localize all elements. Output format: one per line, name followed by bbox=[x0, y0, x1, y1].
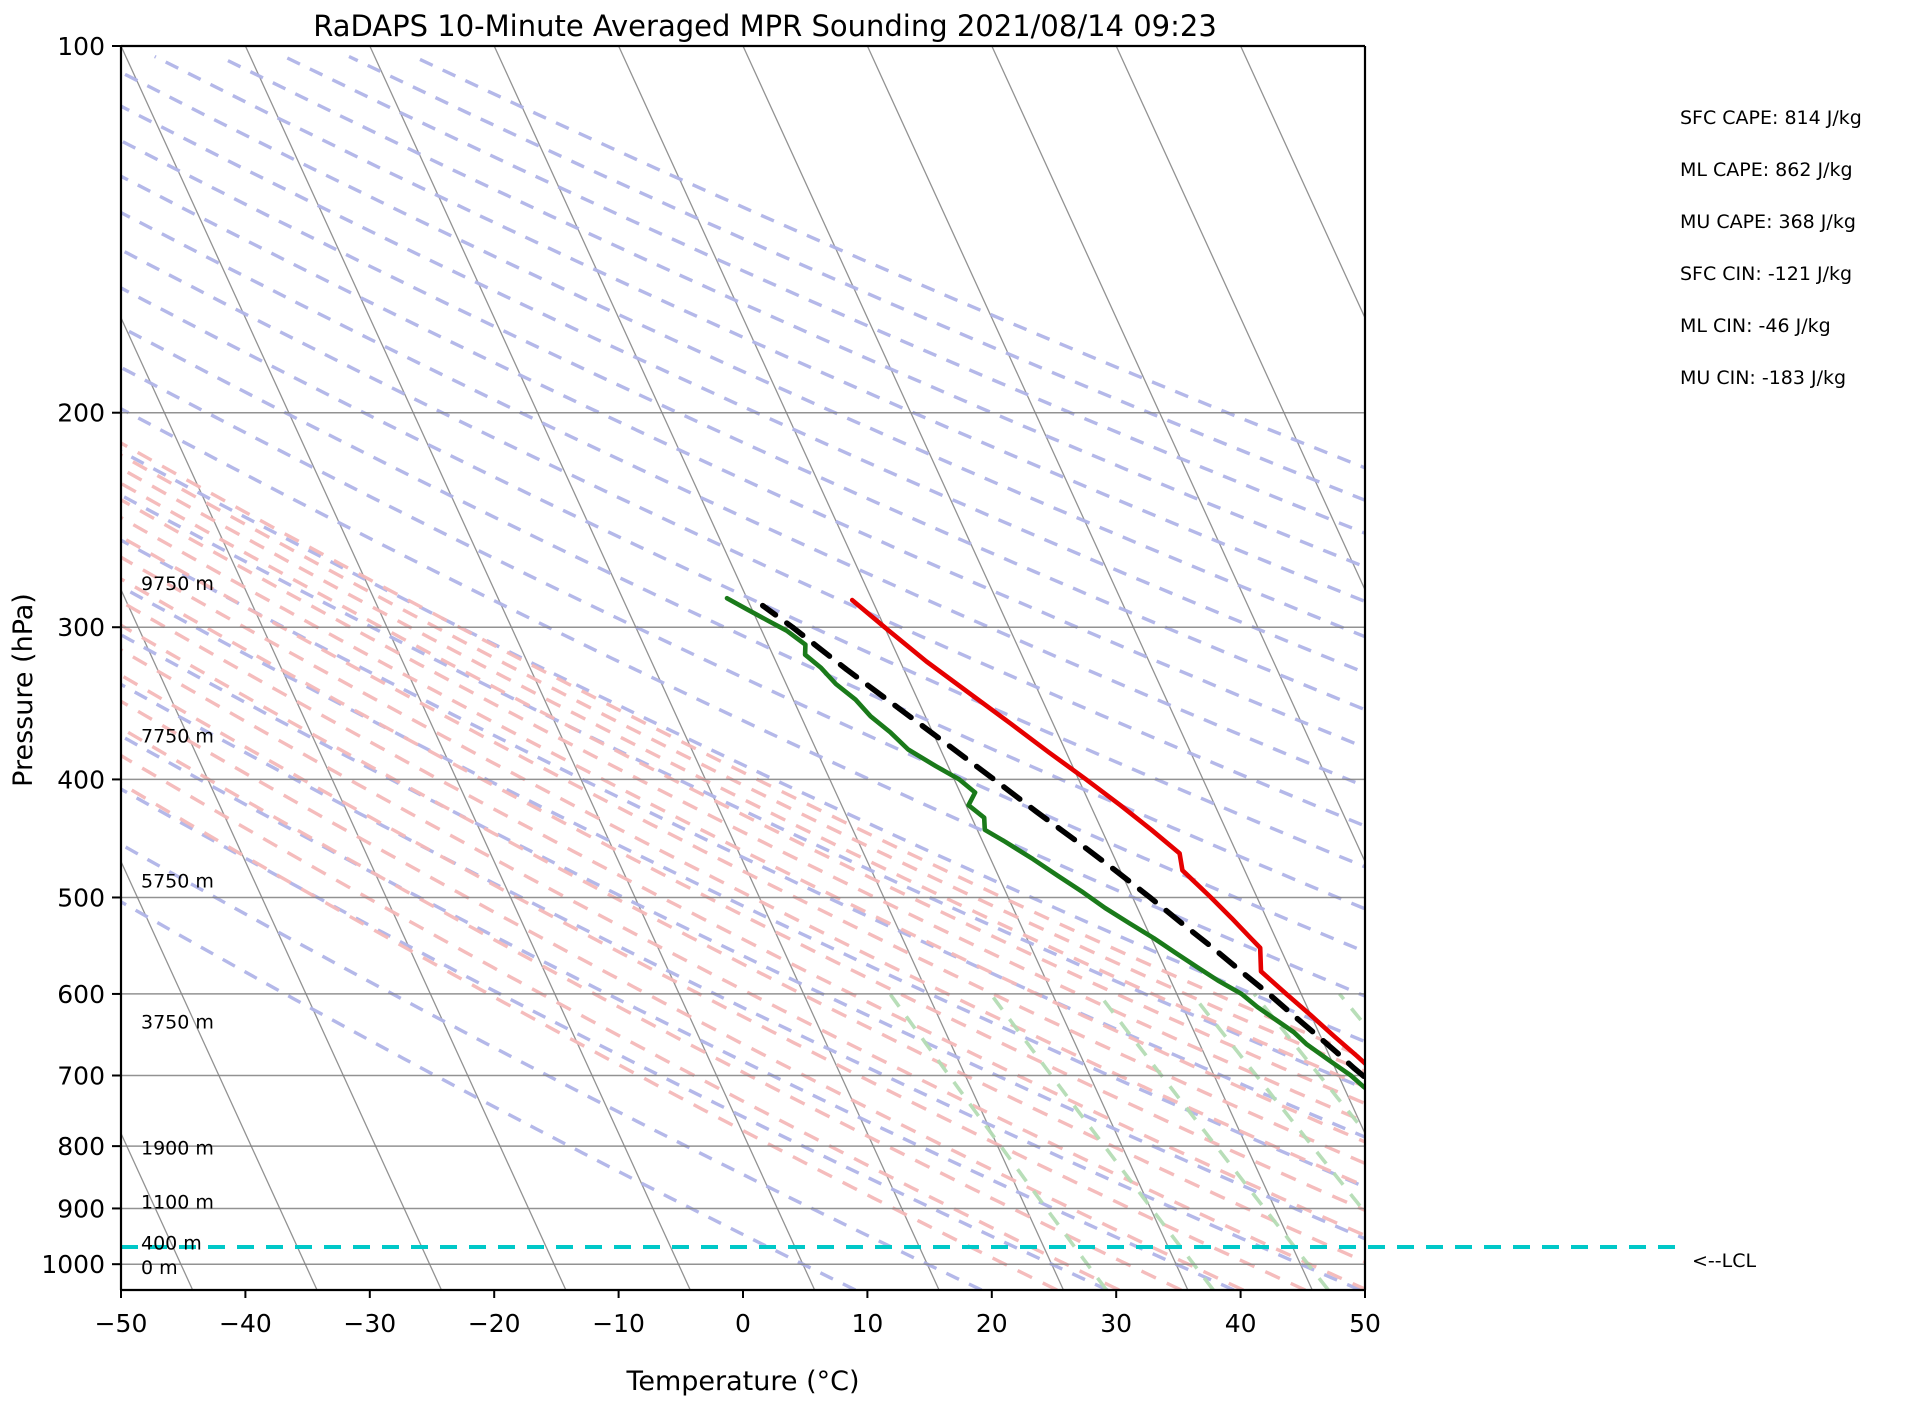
series-dewpoint bbox=[724, 595, 1365, 1091]
y-tick-label: 400 bbox=[57, 765, 105, 794]
height-label: 400 m bbox=[141, 1233, 202, 1255]
x-tick-label: 20 bbox=[976, 1309, 1008, 1338]
y-tick-label: 1000 bbox=[41, 1250, 105, 1279]
stat-line: ML CIN: -46 J/kg bbox=[1680, 315, 1831, 337]
x-tick-label: 0 bbox=[735, 1309, 751, 1338]
x-tick-label: −40 bbox=[219, 1309, 272, 1338]
height-labels: 9750 m 7750 m 5750 m 3750 m 1900 m 1100 m 400 … bbox=[141, 573, 214, 1279]
height-label: 7750 m bbox=[141, 725, 214, 747]
x-tick-label: 30 bbox=[1100, 1309, 1132, 1338]
y-tick-label: 800 bbox=[57, 1132, 105, 1161]
x-tick-label: −20 bbox=[468, 1309, 521, 1338]
x-axis-label: Temperature (°C) bbox=[625, 1366, 859, 1397]
series-temperature bbox=[849, 597, 1365, 1067]
sounding-curves bbox=[724, 595, 1365, 1091]
y-tick-label: 700 bbox=[57, 1061, 105, 1090]
stat-line: ML CAPE: 862 J/kg bbox=[1680, 159, 1853, 181]
y-tick-label: 100 bbox=[57, 32, 105, 61]
stat-line: SFC CAPE: 814 J/kg bbox=[1680, 107, 1862, 129]
y-tick-label: 300 bbox=[57, 613, 105, 642]
y-axis-ticks: 100 200 300 400 500 600 700 800 900 1000 bbox=[41, 32, 121, 1279]
x-tick-label: 10 bbox=[851, 1309, 883, 1338]
skewt-background-lines bbox=[121, 46, 1365, 1290]
stat-line: SFC CIN: -121 J/kg bbox=[1680, 263, 1852, 285]
y-axis-label: Pressure (hPa) bbox=[8, 593, 39, 787]
height-label: 3750 m bbox=[141, 1011, 214, 1033]
y-tick-label: 500 bbox=[57, 883, 105, 912]
height-label: 9750 m bbox=[141, 573, 214, 595]
stat-line: MU CAPE: 368 J/kg bbox=[1680, 211, 1856, 233]
height-label: 1100 m bbox=[141, 1191, 214, 1213]
y-tick-label: 900 bbox=[57, 1194, 105, 1223]
x-tick-label: 40 bbox=[1225, 1309, 1257, 1338]
x-axis-ticks: −50 −40 −30 −20 −10 0 10 20 30 40 50 bbox=[95, 1290, 1381, 1338]
height-label: 5750 m bbox=[141, 870, 214, 892]
stat-line: MU CIN: -183 J/kg bbox=[1680, 367, 1846, 389]
stats-panel: SFC CAPE: 814 J/kg ML CAPE: 862 J/kg MU CA… bbox=[1680, 107, 1862, 389]
lcl-label: <--LCL bbox=[1692, 1250, 1756, 1272]
x-tick-label: −10 bbox=[592, 1309, 645, 1338]
x-tick-label: 50 bbox=[1349, 1309, 1381, 1338]
x-tick-label: −50 bbox=[95, 1309, 148, 1338]
y-tick-label: 600 bbox=[57, 980, 105, 1009]
y-tick-label: 200 bbox=[57, 399, 105, 428]
height-label: 1900 m bbox=[141, 1137, 214, 1159]
series-parcel-path bbox=[759, 602, 1365, 1081]
page-title: RaDAPS 10-Minute Averaged MPR Sounding 2… bbox=[313, 9, 1217, 43]
height-label: 0 m bbox=[141, 1257, 178, 1279]
x-tick-label: −30 bbox=[343, 1309, 396, 1338]
